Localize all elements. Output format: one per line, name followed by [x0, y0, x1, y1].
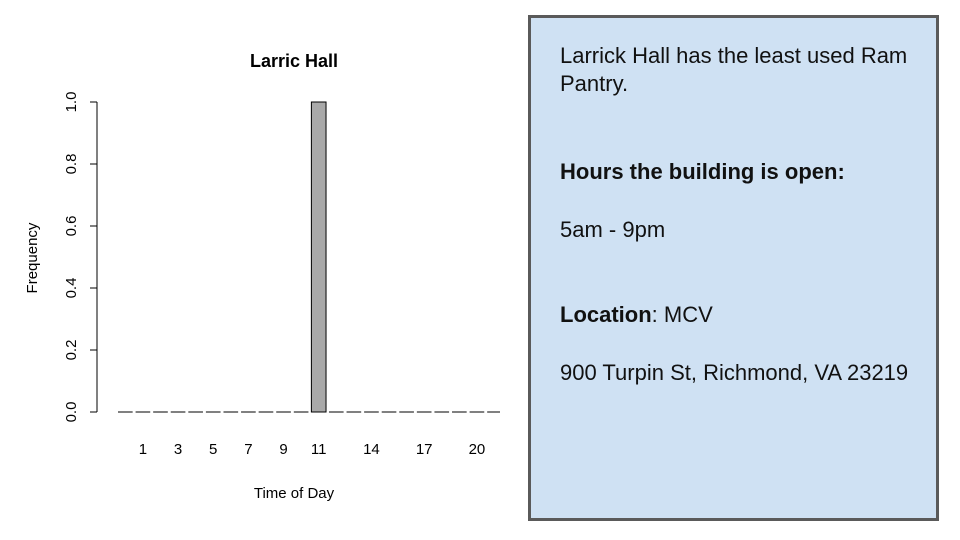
location-line: Location: MCV: [560, 301, 916, 329]
y-tick-label: 0.0: [63, 402, 80, 423]
y-tick-label: 1.0: [63, 92, 80, 113]
x-tick-label: 11: [311, 441, 327, 458]
x-tick-label: 9: [279, 441, 287, 458]
y-axis-label: Frequency: [24, 222, 41, 293]
x-tick-label: 20: [469, 441, 486, 458]
chart-title: Larric Hall: [250, 51, 338, 71]
hours-value: 5am - 9pm: [560, 217, 666, 242]
address-text: 900 Turpin St, Richmond, VA 23219: [560, 360, 909, 385]
y-tick-label: 0.6: [63, 216, 80, 237]
bars-group: [118, 101, 500, 413]
x-tick-label: 3: [174, 441, 182, 458]
y-tick-label: 0.8: [63, 154, 80, 175]
hours-heading: Hours the building is open:: [560, 159, 845, 184]
histogram-chart: Larric Hall Time of Day Frequency 0.0 0.2…: [24, 51, 500, 502]
x-tick-label: 5: [209, 441, 217, 458]
y-tick-label: 0.4: [63, 278, 80, 299]
x-tick-label: 7: [244, 441, 252, 458]
location-label: Location: [560, 302, 652, 327]
summary-text: Larrick Hall has the least used Ram Pant…: [560, 43, 908, 96]
x-tick-label: 17: [416, 441, 433, 458]
x-tick-label: 1: [139, 441, 147, 458]
x-axis-label: Time of Day: [254, 485, 335, 502]
info-panel: Larrick Hall has the least used Ram Pant…: [528, 15, 939, 521]
x-tick-labels: 135791114172023: [139, 441, 486, 458]
x-tick-label: 14: [363, 441, 380, 458]
location-value: : MCV: [651, 302, 713, 327]
bar-11: [310, 101, 327, 413]
y-tick-label: 0.2: [63, 340, 80, 361]
chart-canvas: Larric Hall Time of Day Frequency 0.0 0.2…: [24, 51, 500, 502]
y-axis: 0.0 0.2 0.4 0.6 0.8 1.0: [63, 92, 98, 423]
